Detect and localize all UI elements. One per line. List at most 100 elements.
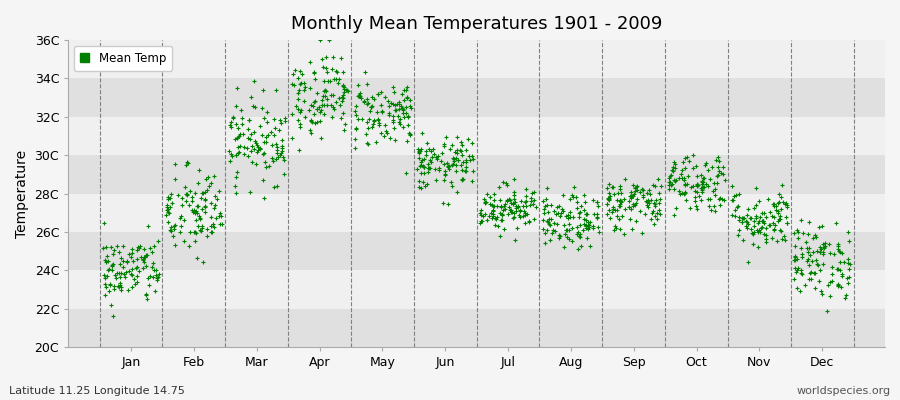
Point [385, 117, 400, 123]
Point [823, 250, 837, 256]
Point [688, 203, 703, 209]
Point [816, 245, 831, 251]
Point [194, 214, 208, 221]
Point [580, 235, 594, 242]
Point [518, 220, 532, 227]
Point [813, 248, 827, 255]
Point [249, 142, 264, 148]
Point [176, 217, 191, 223]
Point [274, 148, 289, 154]
Point [231, 125, 246, 132]
Point [623, 216, 637, 223]
Point [394, 104, 409, 111]
Point [606, 206, 620, 212]
Point [683, 204, 698, 211]
Point [703, 176, 717, 183]
Point [717, 177, 732, 184]
Point [222, 148, 237, 154]
Point [96, 272, 111, 278]
Point [697, 175, 711, 181]
Point [580, 211, 594, 217]
Point [765, 213, 779, 220]
Point [176, 238, 191, 244]
Point [371, 116, 385, 122]
Point [537, 240, 552, 246]
Point [183, 188, 197, 194]
Point [590, 199, 605, 206]
Point [834, 273, 849, 279]
Point [696, 179, 710, 186]
Point [747, 218, 761, 224]
Point [454, 139, 468, 145]
Point [400, 113, 415, 119]
Point [141, 274, 156, 281]
Point [802, 276, 816, 283]
Point [804, 270, 818, 276]
Point [351, 92, 365, 99]
Point [194, 190, 209, 196]
Point [136, 256, 150, 262]
Point [605, 209, 619, 215]
Point [317, 102, 331, 108]
Point [624, 205, 638, 212]
Point [287, 82, 302, 88]
Point [102, 288, 116, 294]
Point [807, 232, 822, 238]
Point [333, 102, 347, 108]
Point [820, 282, 834, 289]
Point [106, 313, 121, 319]
Point [739, 222, 753, 229]
Point [613, 186, 627, 192]
Point [488, 215, 502, 222]
Point [381, 98, 395, 104]
Point [392, 118, 407, 125]
Point [316, 64, 330, 70]
Point [580, 211, 594, 218]
Point [465, 168, 480, 175]
Point [769, 207, 783, 213]
Point [230, 150, 245, 156]
Point [317, 88, 331, 95]
Point [140, 252, 154, 258]
Point [210, 196, 224, 202]
Point [526, 201, 540, 208]
Point [206, 220, 220, 227]
Point [371, 90, 385, 97]
Point [580, 222, 595, 228]
Point [237, 143, 251, 150]
Point [663, 179, 678, 185]
Point [583, 243, 598, 249]
Point [303, 85, 318, 92]
Point [638, 210, 652, 217]
Point [134, 254, 148, 260]
Point [780, 220, 795, 226]
Point [323, 78, 338, 84]
Point [436, 150, 450, 156]
Point [503, 200, 517, 207]
Point [364, 102, 379, 109]
Point [223, 151, 238, 157]
Point [566, 184, 580, 190]
Point [508, 198, 522, 205]
Point [732, 232, 746, 239]
Point [137, 258, 151, 265]
Point [417, 156, 431, 163]
Point [259, 139, 274, 146]
Point [770, 200, 785, 206]
Point [635, 194, 650, 200]
Point [527, 197, 542, 204]
Point [363, 116, 377, 123]
Point [203, 214, 218, 220]
Point [686, 165, 700, 171]
Point [832, 259, 847, 265]
Point [696, 184, 710, 190]
Point [518, 212, 533, 218]
Point [185, 207, 200, 214]
Point [387, 124, 401, 131]
Point [666, 168, 680, 174]
Point [686, 152, 700, 158]
Point [712, 168, 726, 174]
Point [454, 148, 468, 154]
Point [694, 196, 708, 203]
Point [99, 259, 113, 265]
